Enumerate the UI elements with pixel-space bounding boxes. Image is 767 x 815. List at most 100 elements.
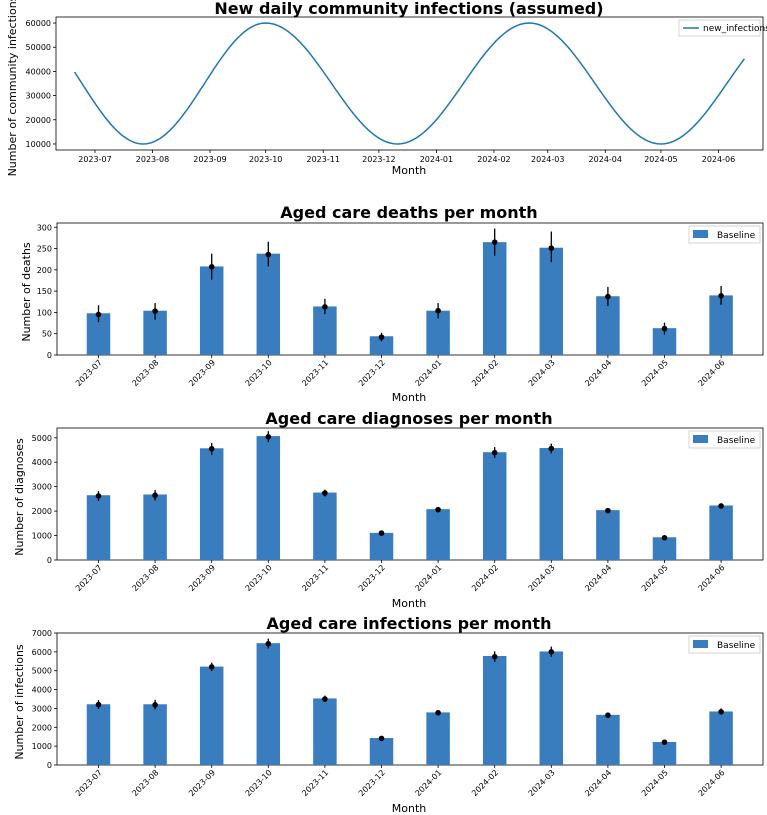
bar xyxy=(369,336,394,355)
x-tick-label: 2024-06 xyxy=(697,768,727,798)
plot-area xyxy=(56,222,764,356)
bar xyxy=(143,704,167,765)
bar xyxy=(313,306,337,355)
bar xyxy=(313,492,337,560)
legend-label: Baseline xyxy=(717,641,756,651)
x-tick-label: 2023-08 xyxy=(131,563,161,593)
new-infections-series-line xyxy=(73,22,746,145)
y-tick-label: 1000 xyxy=(32,532,52,541)
bar xyxy=(652,741,677,765)
bar xyxy=(426,712,450,765)
y-tick-label: 250 xyxy=(37,245,52,254)
data-point xyxy=(152,702,158,708)
x-axis-label: Month xyxy=(392,802,427,815)
data-point xyxy=(95,493,102,499)
x-tick-label: 2023-11 xyxy=(300,768,330,798)
aged-care-deaths-chart: Aged care deaths per month Month Number … xyxy=(20,203,764,404)
y-axis-label: Number of diagnoses xyxy=(13,438,26,556)
bar xyxy=(652,328,677,355)
x-tick-label: 2024-05 xyxy=(640,563,670,593)
legend-swatch xyxy=(693,230,708,238)
y-tick-label: 5000 xyxy=(32,667,52,676)
x-tick-label: 2024-04 xyxy=(583,358,613,388)
x-tick-label: 2023-09 xyxy=(193,155,226,164)
data-point xyxy=(322,304,328,310)
bar xyxy=(313,698,337,765)
data-point xyxy=(322,696,328,702)
legend-label: new_infections xyxy=(703,24,767,34)
data-point xyxy=(491,239,498,245)
bar xyxy=(256,253,281,355)
plot-area xyxy=(56,427,764,561)
aged-care-diagnoses-chart: Aged care diagnoses per month Month Numb… xyxy=(13,409,764,610)
data-point xyxy=(208,445,215,452)
aged-care-infections-chart: Aged care infections per month Month Num… xyxy=(13,614,764,815)
bar xyxy=(86,313,111,355)
y-tick-label: 20000 xyxy=(26,116,51,125)
x-tick-label: 2024-03 xyxy=(527,768,557,798)
y-tick-label: 0 xyxy=(47,556,52,565)
chart-title: Aged care diagnoses per month xyxy=(265,409,552,428)
y-axis-label: Number of community infections xyxy=(6,0,19,176)
data-point xyxy=(605,712,611,719)
community-infections-chart: New daily community infections (assumed)… xyxy=(6,0,767,177)
bars xyxy=(86,638,733,765)
axis-ticks: 0 1000 2000 3000 4000 5000 6000 7000 2023-07 2023… xyxy=(32,629,727,798)
x-tick-label: 2023-07 xyxy=(74,563,104,593)
bar xyxy=(709,295,733,355)
legend-label: Baseline xyxy=(717,436,756,446)
x-tick-label: 2023-10 xyxy=(244,358,274,388)
data-point xyxy=(605,293,611,300)
legend-box xyxy=(678,19,761,37)
x-tick-label: 2024-02 xyxy=(470,768,500,798)
bar xyxy=(596,714,620,765)
bar xyxy=(596,296,620,355)
x-tick-label: 2023-08 xyxy=(131,358,161,388)
x-tick-label: 2023-12 xyxy=(357,563,387,593)
data-point xyxy=(548,445,555,452)
data-point xyxy=(152,308,158,314)
x-tick-label: 2023-09 xyxy=(187,358,217,388)
x-axis-label: Month xyxy=(392,391,427,404)
bar xyxy=(256,436,281,560)
data-point xyxy=(605,507,611,514)
bar xyxy=(199,266,224,355)
x-tick-label: 2023-09 xyxy=(187,563,217,593)
data-point xyxy=(95,311,102,318)
y-tick-label: 3000 xyxy=(32,704,52,713)
axis-ticks: 0 1000 2000 3000 4000 5000 2023-07 2023-08 2023-… xyxy=(32,434,727,593)
x-tick-label: 2024-03 xyxy=(531,155,564,164)
x-tick-label: 2023-08 xyxy=(136,155,169,164)
x-axis-label: Month xyxy=(392,164,427,177)
x-tick-label: 2023-10 xyxy=(249,155,282,164)
x-tick-label: 2023-11 xyxy=(306,155,339,164)
data-point xyxy=(548,245,555,251)
bar xyxy=(369,738,394,765)
x-tick-label: 2023-07 xyxy=(74,358,104,388)
y-tick-label: 150 xyxy=(37,287,52,296)
y-tick-label: 10000 xyxy=(26,140,51,149)
y-tick-label: 40000 xyxy=(26,67,51,76)
x-tick-label: 2023-11 xyxy=(300,358,330,388)
y-tick-label: 100 xyxy=(37,308,52,317)
chart-title: Aged care deaths per month xyxy=(280,203,537,222)
data-point xyxy=(378,735,385,742)
x-tick-label: 2024-04 xyxy=(583,768,613,798)
bar xyxy=(143,494,167,560)
data-point xyxy=(265,640,272,647)
x-tick-label: 2023-10 xyxy=(244,768,274,798)
data-point xyxy=(548,649,555,655)
x-tick-label: 2024-05 xyxy=(644,155,677,164)
x-tick-label: 2023-12 xyxy=(357,768,387,798)
data-point xyxy=(435,307,441,314)
y-tick-label: 30000 xyxy=(26,92,51,101)
x-tick-label: 2024-02 xyxy=(477,155,510,164)
y-tick-label: 200 xyxy=(37,266,52,275)
bar xyxy=(143,310,167,355)
bar xyxy=(86,704,111,765)
data-point xyxy=(661,325,668,332)
data-point xyxy=(718,293,724,299)
bar xyxy=(652,537,677,560)
data-point xyxy=(435,709,441,716)
